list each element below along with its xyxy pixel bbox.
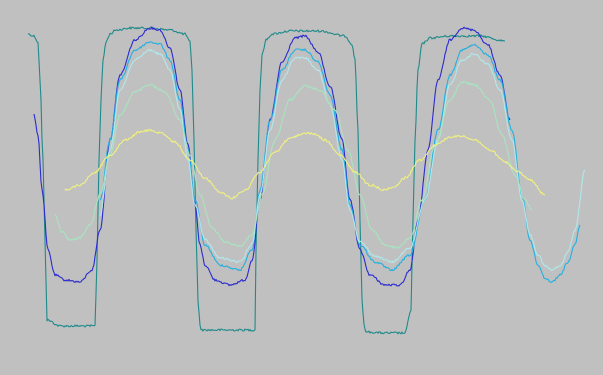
series-line-3 [99,41,581,284]
series-line-1 [27,26,506,335]
series-line-5 [54,80,533,250]
series-line-6 [64,128,546,200]
series-line-4 [99,49,586,271]
series-layer [27,26,586,335]
